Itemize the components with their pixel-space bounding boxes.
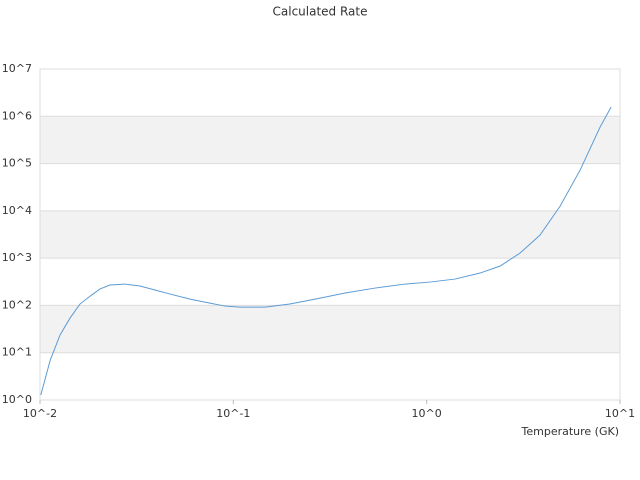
x-tick-label: 10^-1 [216, 407, 250, 420]
y-tick-label: 10^7 [2, 62, 32, 75]
y-tick-label: 10^4 [2, 204, 32, 217]
x-tick-label: 10^-2 [23, 407, 57, 420]
x-tick-label: 10^0 [412, 407, 442, 420]
grid-band [40, 305, 620, 353]
plot-frame [39, 68, 621, 401]
grid-band [40, 116, 620, 164]
y-tick-label: 10^0 [2, 393, 32, 406]
data-line [40, 106, 612, 396]
x-tick-label: 10^1 [605, 407, 635, 420]
y-tick-label: 10^1 [2, 346, 32, 359]
y-tick-label: 10^6 [2, 109, 32, 122]
chart-title: Calculated Rate [273, 5, 368, 19]
x-axis-label: Temperature (GK) [521, 425, 620, 438]
y-tick-label: 10^5 [2, 157, 32, 170]
y-tick-label: 10^2 [2, 298, 32, 311]
grid-band [40, 210, 620, 259]
y-tick-label: 10^3 [2, 251, 32, 264]
